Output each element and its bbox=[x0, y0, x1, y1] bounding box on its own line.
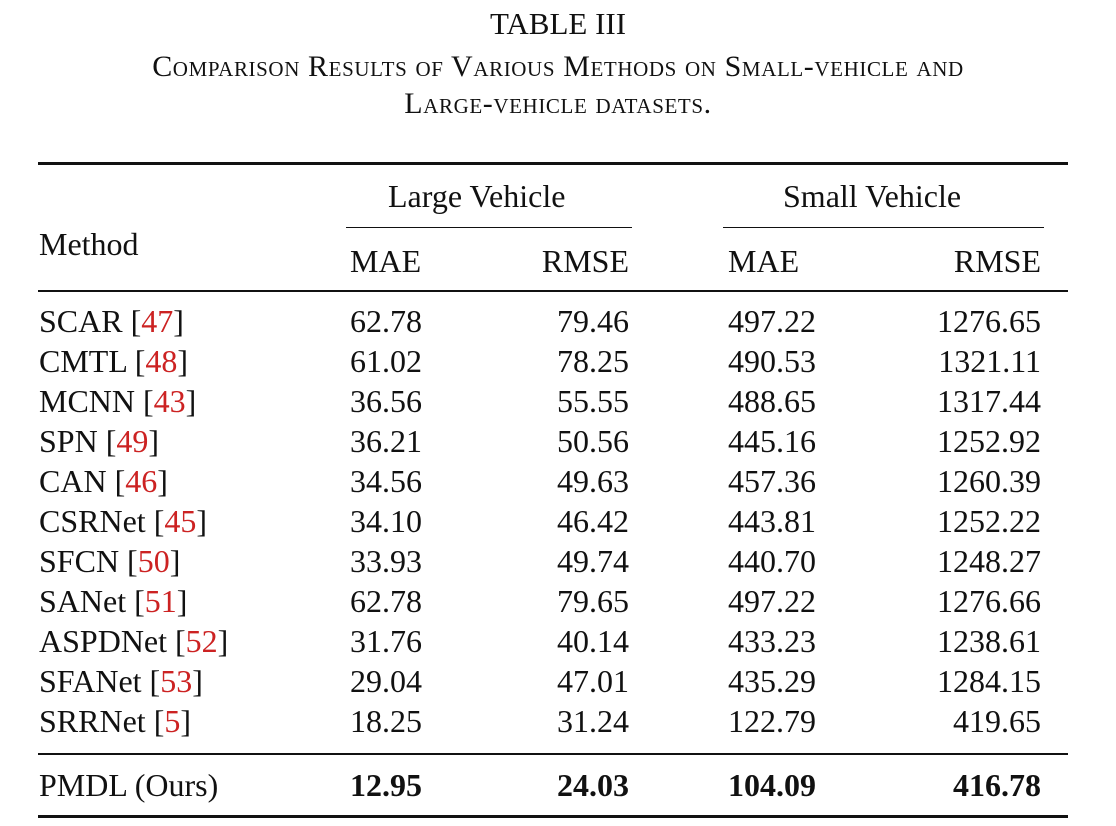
header-rule bbox=[38, 290, 1068, 292]
small-mae-value: 488.65 bbox=[728, 383, 816, 419]
header-large-rmse: RMSE bbox=[541, 243, 629, 279]
method-name: SPN [49] bbox=[39, 423, 160, 459]
header-large-vehicle: Large Vehicle bbox=[388, 178, 566, 214]
method-name-ours: PMDL (Ours) bbox=[39, 767, 219, 803]
small-rmse-value: 1276.66 bbox=[937, 583, 1041, 619]
small-rmse-value: 1317.44 bbox=[937, 383, 1041, 419]
method-name: SRRNet [5] bbox=[39, 703, 191, 739]
large-mae-value: 18.25 bbox=[350, 703, 422, 739]
caption-line-1: Comparison Results of Various Methods on… bbox=[152, 50, 964, 83]
small-rmse-value: 1252.92 bbox=[937, 423, 1041, 459]
small-mae-value: 445.16 bbox=[728, 423, 816, 459]
method-name: SFANet [53] bbox=[39, 663, 203, 699]
small-rmse-value: 1238.61 bbox=[937, 623, 1041, 659]
top-rule bbox=[38, 162, 1068, 165]
large-mae-value: 34.56 bbox=[350, 463, 422, 499]
method-name: CAN [46] bbox=[39, 463, 168, 499]
large-rmse-value: 78.25 bbox=[557, 343, 629, 379]
method-name: ASPDNet [52] bbox=[39, 623, 229, 659]
large-mae-value: 62.78 bbox=[350, 583, 422, 619]
small-rmse-value: 1284.15 bbox=[937, 663, 1041, 699]
citation-link[interactable]: 47 bbox=[141, 303, 174, 339]
citation-link[interactable]: 5 bbox=[164, 703, 181, 739]
large-rmse-value: 79.65 bbox=[557, 583, 629, 619]
citation-link[interactable]: 49 bbox=[116, 423, 149, 459]
citation-link[interactable]: 52 bbox=[185, 623, 218, 659]
citation-link[interactable]: 50 bbox=[137, 543, 170, 579]
citation-link[interactable]: 46 bbox=[125, 463, 158, 499]
header-small-rmse: RMSE bbox=[953, 243, 1041, 279]
large-rmse-value: 49.74 bbox=[557, 543, 629, 579]
caption-line-2: Large-vehicle datasets. bbox=[404, 87, 712, 120]
small-rmse-value-ours: 416.78 bbox=[953, 767, 1041, 803]
large-mae-value-ours: 12.95 bbox=[350, 767, 422, 803]
citation-link[interactable]: 53 bbox=[160, 663, 193, 699]
citation-link[interactable]: 45 bbox=[164, 503, 197, 539]
small-rmse-value: 1276.65 bbox=[937, 303, 1041, 339]
large-mae-value: 36.21 bbox=[350, 423, 422, 459]
header-small-mae: MAE bbox=[728, 243, 800, 279]
small-mae-value: 440.70 bbox=[728, 543, 816, 579]
small-rmse-value: 1252.22 bbox=[937, 503, 1041, 539]
large-rmse-value-ours: 24.03 bbox=[557, 767, 629, 803]
large-rmse-value: 50.56 bbox=[557, 423, 629, 459]
bottom-rule bbox=[38, 815, 1068, 818]
large-mae-value: 34.10 bbox=[350, 503, 422, 539]
small-mae-value: 433.23 bbox=[728, 623, 816, 659]
small-mae-value: 497.22 bbox=[728, 583, 816, 619]
header-method: Method bbox=[39, 226, 139, 262]
separator-rule bbox=[38, 753, 1068, 755]
small-mae-value-ours: 104.09 bbox=[728, 767, 816, 803]
group-rule-small bbox=[723, 227, 1044, 228]
large-rmse-value: 31.24 bbox=[557, 703, 629, 739]
citation-link[interactable]: 51 bbox=[144, 583, 177, 619]
small-rmse-value: 1321.11 bbox=[938, 343, 1041, 379]
large-rmse-value: 79.46 bbox=[557, 303, 629, 339]
method-name: SCAR [47] bbox=[39, 303, 184, 339]
large-rmse-value: 46.42 bbox=[557, 503, 629, 539]
small-mae-value: 122.79 bbox=[728, 703, 816, 739]
method-name: MCNN [43] bbox=[39, 383, 197, 419]
citation-link[interactable]: 43 bbox=[153, 383, 186, 419]
large-rmse-value: 55.55 bbox=[557, 383, 629, 419]
citation-link[interactable]: 48 bbox=[145, 343, 178, 379]
small-mae-value: 443.81 bbox=[728, 503, 816, 539]
header-small-vehicle: Small Vehicle bbox=[783, 178, 962, 214]
small-mae-value: 435.29 bbox=[728, 663, 816, 699]
method-name: SFCN [50] bbox=[39, 543, 181, 579]
small-mae-value: 497.22 bbox=[728, 303, 816, 339]
small-mae-value: 457.36 bbox=[728, 463, 816, 499]
small-rmse-value: 419.65 bbox=[953, 703, 1041, 739]
large-rmse-value: 47.01 bbox=[557, 663, 629, 699]
small-rmse-value: 1248.27 bbox=[937, 543, 1041, 579]
large-mae-value: 36.56 bbox=[350, 383, 422, 419]
group-rule-large bbox=[346, 227, 632, 228]
large-rmse-value: 40.14 bbox=[557, 623, 629, 659]
method-name: CSRNet [45] bbox=[39, 503, 207, 539]
header-large-mae: MAE bbox=[350, 243, 422, 279]
large-mae-value: 31.76 bbox=[350, 623, 422, 659]
large-rmse-value: 49.63 bbox=[557, 463, 629, 499]
small-mae-value: 490.53 bbox=[728, 343, 816, 379]
table-label: TABLE III bbox=[489, 6, 627, 41]
method-name: SANet [51] bbox=[39, 583, 188, 619]
large-mae-value: 62.78 bbox=[350, 303, 422, 339]
large-mae-value: 29.04 bbox=[350, 663, 422, 699]
large-mae-value: 61.02 bbox=[350, 343, 422, 379]
large-mae-value: 33.93 bbox=[350, 543, 422, 579]
method-name: CMTL [48] bbox=[39, 343, 189, 379]
small-rmse-value: 1260.39 bbox=[937, 463, 1041, 499]
